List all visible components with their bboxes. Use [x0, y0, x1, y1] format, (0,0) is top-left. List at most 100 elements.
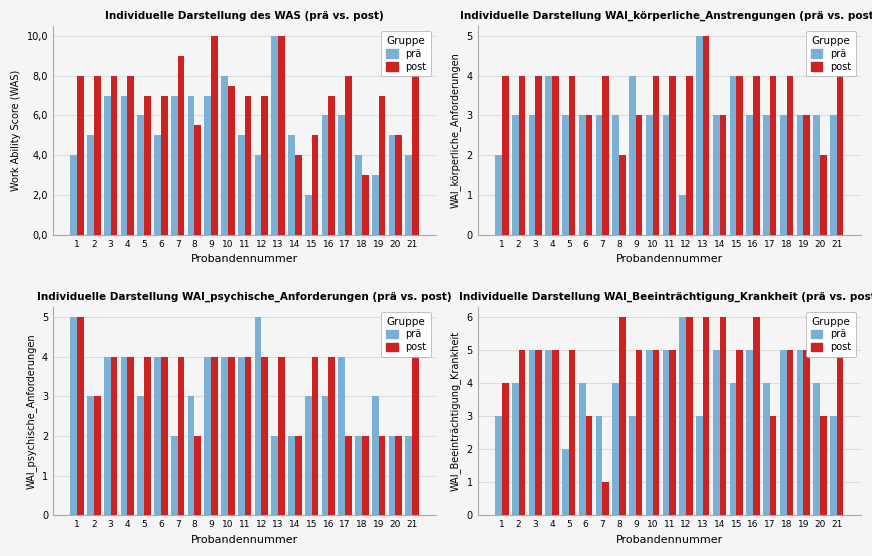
Bar	[495, 155, 501, 235]
Bar	[787, 350, 794, 515]
Bar	[345, 76, 351, 235]
Bar	[535, 76, 542, 235]
Bar	[629, 416, 636, 515]
Bar	[636, 350, 643, 515]
Bar	[712, 350, 719, 515]
Bar	[770, 76, 776, 235]
Bar	[288, 135, 295, 235]
Bar	[703, 36, 710, 235]
Bar	[322, 116, 329, 235]
Bar	[501, 76, 508, 235]
Bar	[569, 350, 576, 515]
Bar	[278, 36, 285, 235]
Bar	[295, 436, 302, 515]
Bar	[120, 356, 127, 515]
Bar	[545, 76, 552, 235]
Legend: prä, post: prä, post	[381, 31, 432, 77]
Bar	[746, 116, 753, 235]
Bar	[612, 383, 619, 515]
Bar	[405, 436, 412, 515]
Bar	[255, 317, 262, 515]
Bar	[780, 116, 787, 235]
Bar	[619, 317, 626, 515]
Bar	[161, 96, 167, 235]
Bar	[278, 356, 285, 515]
Bar	[238, 135, 245, 235]
Bar	[797, 116, 803, 235]
Bar	[820, 155, 827, 235]
Bar	[712, 116, 719, 235]
Bar	[389, 436, 395, 515]
Bar	[512, 383, 519, 515]
Bar	[696, 416, 703, 515]
Bar	[579, 116, 585, 235]
Bar	[329, 96, 335, 235]
Bar	[245, 356, 251, 515]
Bar	[362, 436, 369, 515]
Title: Individuelle Darstellung WAI_psychische_Anforderungen (prä vs. post): Individuelle Darstellung WAI_psychische_…	[37, 292, 452, 302]
Bar	[405, 155, 412, 235]
Bar	[187, 96, 194, 235]
Bar	[194, 126, 201, 235]
Bar	[652, 350, 659, 515]
Bar	[127, 76, 134, 235]
Bar	[679, 317, 686, 515]
Bar	[154, 135, 161, 235]
Bar	[612, 116, 619, 235]
Bar	[194, 436, 201, 515]
Bar	[288, 436, 295, 515]
Bar	[730, 383, 736, 515]
Bar	[338, 356, 345, 515]
Bar	[362, 175, 369, 235]
Bar	[378, 96, 385, 235]
Bar	[780, 350, 787, 515]
Bar	[71, 155, 77, 235]
Bar	[221, 76, 228, 235]
Bar	[311, 135, 318, 235]
Bar	[412, 76, 419, 235]
Bar	[787, 76, 794, 235]
Bar	[535, 350, 542, 515]
Bar	[154, 356, 161, 515]
Bar	[603, 76, 609, 235]
Bar	[736, 350, 743, 515]
Bar	[837, 76, 843, 235]
Bar	[562, 449, 569, 515]
Bar	[663, 116, 670, 235]
Legend: prä, post: prä, post	[381, 312, 432, 358]
Bar	[545, 350, 552, 515]
Bar	[830, 116, 837, 235]
Bar	[670, 350, 676, 515]
Bar	[686, 317, 692, 515]
Bar	[355, 436, 362, 515]
Bar	[501, 383, 508, 515]
Bar	[111, 356, 118, 515]
Bar	[345, 436, 351, 515]
Bar	[171, 96, 178, 235]
Bar	[211, 356, 218, 515]
Y-axis label: WAI_körperliche_Anforderungen: WAI_körperliche_Anforderungen	[450, 52, 461, 209]
Bar	[585, 416, 592, 515]
Bar	[305, 195, 311, 235]
Bar	[495, 416, 501, 515]
Bar	[389, 135, 395, 235]
Bar	[763, 116, 770, 235]
Bar	[178, 356, 184, 515]
Bar	[646, 116, 652, 235]
Bar	[730, 76, 736, 235]
Bar	[837, 317, 843, 515]
Bar	[636, 116, 643, 235]
Bar	[295, 155, 302, 235]
Bar	[338, 116, 345, 235]
Bar	[830, 416, 837, 515]
Bar	[703, 317, 710, 515]
Bar	[111, 76, 118, 235]
Bar	[629, 76, 636, 235]
Bar	[412, 356, 419, 515]
Bar	[228, 86, 235, 235]
Bar	[770, 416, 776, 515]
Bar	[603, 483, 609, 515]
Bar	[238, 356, 245, 515]
Bar	[211, 36, 218, 235]
Bar	[596, 416, 603, 515]
